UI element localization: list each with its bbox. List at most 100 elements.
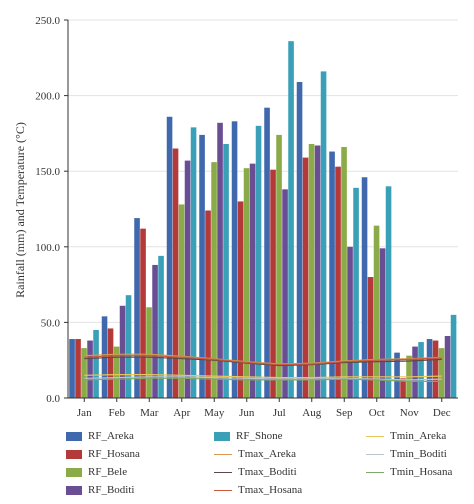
bar-rf-hosana <box>75 339 81 398</box>
x-tick-label: Jan <box>77 407 92 419</box>
legend-label: RF_Boditi <box>88 484 135 496</box>
bar-rf-areka <box>394 352 400 398</box>
x-tick-label: Jul <box>273 407 286 419</box>
bar-rf-bele <box>113 346 120 398</box>
legend-swatch <box>214 431 230 441</box>
bar-rf-boditi <box>314 145 321 398</box>
bar-rf-shone <box>450 314 457 398</box>
bar-rf-shone <box>353 187 359 398</box>
bar-rf-boditi <box>217 122 223 398</box>
bar-rf-shone <box>320 71 327 399</box>
y-tick-label: 0.0 <box>46 393 60 405</box>
legend-item-tmax-areka: Tmax_Areka <box>214 446 296 462</box>
bar-rf-boditi <box>444 336 451 398</box>
bar-rf-shone <box>385 186 392 398</box>
bar-rf-areka <box>329 151 335 398</box>
x-tick-label: May <box>204 407 225 419</box>
bar-rf-hosana <box>205 210 211 398</box>
legend-label: RF_Bele <box>88 466 128 478</box>
legend-swatch <box>366 471 384 473</box>
y-tick-label: 50.0 <box>41 317 61 329</box>
x-tick-label: Sep <box>336 407 353 419</box>
bar-rf-shone <box>223 143 229 398</box>
bar-rf-bele <box>373 225 380 398</box>
bar-rf-areka <box>134 218 140 398</box>
x-tick-label: Nov <box>400 407 419 419</box>
bar-rf-hosana <box>367 277 374 398</box>
legend-label: Tmin_Boditi <box>390 448 447 460</box>
legend-item-tmin-boditi: Tmin_Boditi <box>366 446 447 462</box>
bar-rf-boditi <box>119 305 126 398</box>
bar-rf-bele <box>438 348 445 398</box>
bar-rf-boditi <box>347 246 353 398</box>
bar-rf-shone <box>190 127 197 399</box>
legend-item-rf-shone: RF_Shone <box>214 428 282 444</box>
bar-rf-hosana <box>140 228 146 398</box>
bar-rf-boditi <box>87 340 93 398</box>
bar-rf-boditi <box>152 264 158 398</box>
bar-rf-shone <box>158 255 164 398</box>
legend-label: Tmin_Hosana <box>390 466 453 478</box>
bar-rf-bele <box>243 168 250 398</box>
x-tick-label: Oct <box>369 407 385 419</box>
legend-swatch <box>366 435 384 437</box>
bar-rf-shone <box>418 342 424 398</box>
legend-item-tmin-areka: Tmin_Areka <box>366 428 446 444</box>
x-tick-labels: Jan Feb Mar Apr May Jun Jul Aug Sep Oct Nov Dec <box>77 407 451 419</box>
bar-rf-areka <box>426 339 433 398</box>
bar-rf-bele <box>276 134 282 399</box>
legend-label: Tmin_Areka <box>390 430 447 442</box>
legend-swatch <box>66 431 82 441</box>
legend-item-rf-areka: RF_Areka <box>66 428 134 444</box>
bar-rf-bele <box>178 204 185 398</box>
bar-rf-shone <box>255 125 262 398</box>
bar-rf-boditi <box>184 160 191 398</box>
line-tmax-areka <box>84 353 442 365</box>
bar-rf-shone <box>125 295 132 398</box>
legend-item-rf-boditi: RF_Boditi <box>66 482 134 498</box>
legend-swatch <box>66 467 82 477</box>
legend-item-tmax-hosana: Tmax_Hosana <box>214 482 302 498</box>
bar-rf-areka <box>231 121 238 398</box>
y-tick-label: 150.0 <box>35 166 60 178</box>
line-tmin-areka <box>84 374 442 379</box>
bar-rf-areka <box>264 107 270 399</box>
bars <box>69 41 457 399</box>
legend-swatch <box>214 471 232 473</box>
temperature-lines <box>84 353 442 382</box>
x-tick-label: Mar <box>140 407 159 419</box>
bar-rf-shone <box>93 329 99 398</box>
bar-rf-bele <box>211 162 217 398</box>
x-tick-label: Dec <box>433 407 451 419</box>
line-tmin-boditi <box>84 376 442 381</box>
bar-rf-bele <box>146 307 152 398</box>
bar-rf-areka <box>296 81 303 398</box>
legend-label: RF_Shone <box>236 430 283 442</box>
legend-swatch <box>66 485 82 495</box>
x-tick-label: Feb <box>109 407 126 419</box>
legend-label: Tmax_Boditi <box>238 466 297 478</box>
bar-rf-boditi <box>379 248 386 398</box>
bar-rf-areka <box>166 116 173 398</box>
legend-swatch <box>214 489 232 491</box>
bar-rf-hosana <box>172 148 179 398</box>
y-tick-label: 200.0 <box>35 91 60 103</box>
y-tick-label: 100.0 <box>35 242 60 254</box>
legend-label: Tmax_Hosana <box>238 484 303 496</box>
y-tick-label: 250.0 <box>35 15 60 27</box>
bar-rf-areka <box>69 339 75 398</box>
legend-label: Tmax_Areka <box>238 448 297 460</box>
legend-item-rf-bele: RF_Bele <box>66 464 127 480</box>
legend-swatch <box>66 449 82 459</box>
x-tick-label: Aug <box>302 407 321 419</box>
bar-rf-hosana <box>432 340 439 398</box>
bar-rf-boditi <box>412 346 418 398</box>
line-tmax-boditi <box>84 356 442 367</box>
line-tmin-hosana <box>84 377 442 382</box>
bar-rf-boditi <box>282 189 288 398</box>
y-tick-labels: 0.0 50.0 100.0 150.0 200.0 250.0 <box>35 15 60 405</box>
bar-rf-hosana <box>270 169 276 398</box>
bar-rf-areka <box>361 177 368 398</box>
legend-item-rf-hosana: RF_Hosana <box>66 446 140 462</box>
